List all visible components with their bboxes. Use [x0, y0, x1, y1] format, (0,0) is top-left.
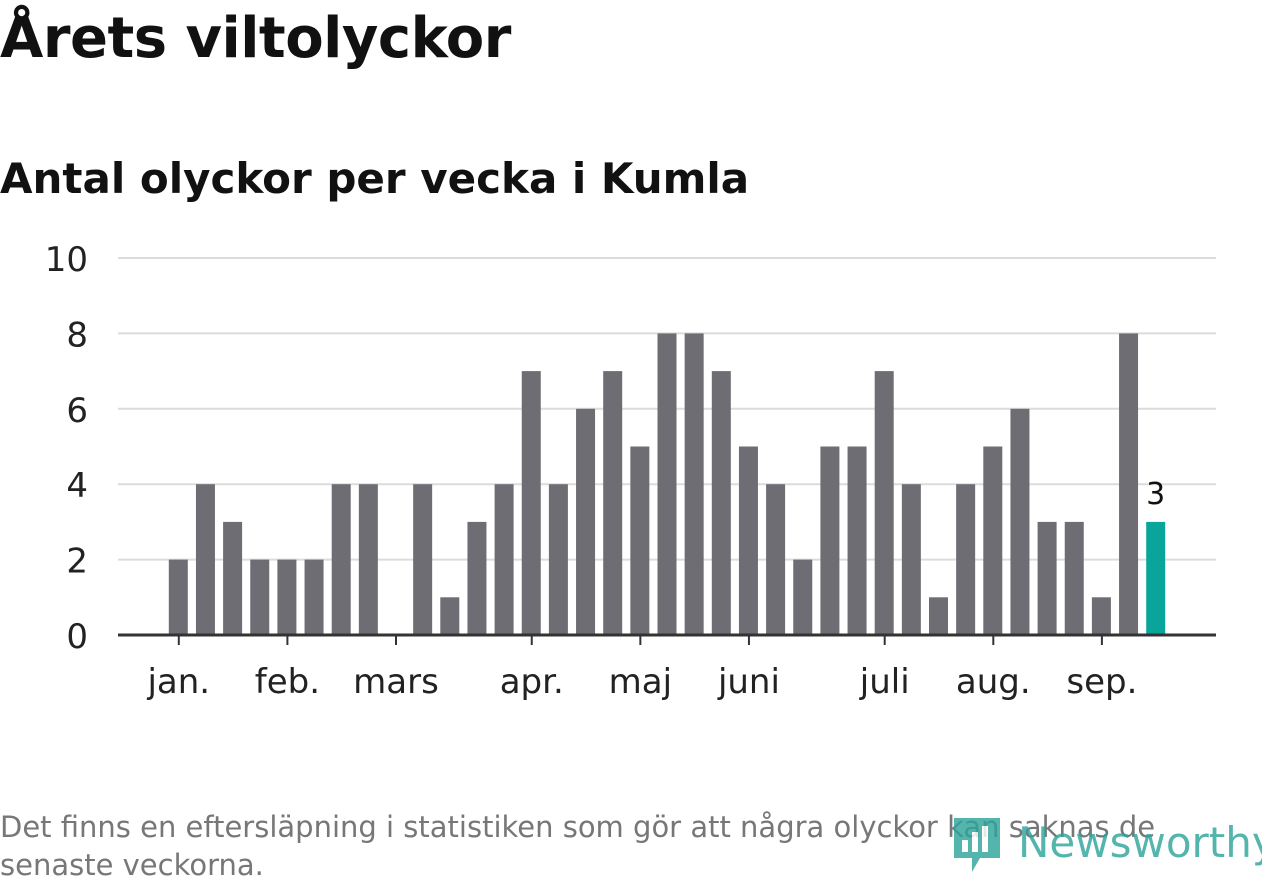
bar	[956, 484, 976, 635]
data-label: 3	[1146, 477, 1165, 512]
bar	[711, 371, 731, 635]
chart-title: Årets viltolyckor	[0, 6, 511, 71]
newsworthy-logo-icon	[954, 818, 1000, 872]
bar	[467, 521, 487, 635]
y-tick-label: 0	[66, 617, 88, 657]
bars	[168, 333, 1166, 635]
bar-chart: 0 2 4 6 8 10 jan. feb. mars apr. maj juni juli aug. s…	[45, 240, 1216, 702]
x-tick-label: juli	[859, 662, 910, 702]
newsworthy-logo-text: Newsworthy	[1018, 818, 1262, 867]
y-tick-label: 2	[66, 542, 88, 582]
bar	[847, 446, 867, 635]
y-tick-label: 4	[66, 466, 88, 506]
x-axis	[118, 633, 1216, 645]
x-axis-tick-labels: jan. feb. mars apr. maj juni juli aug. sep.	[146, 662, 1137, 702]
y-tick-label: 10	[45, 240, 88, 280]
bar	[657, 333, 677, 635]
y-tick-label: 6	[66, 391, 88, 431]
bar	[1037, 521, 1057, 635]
data-labels: 3	[1146, 477, 1165, 512]
bar	[494, 484, 514, 635]
y-axis-tick-labels: 0 2 4 6 8 10	[45, 240, 88, 657]
bar	[983, 446, 1003, 635]
x-tick-label: apr.	[500, 662, 564, 702]
bar	[250, 559, 270, 635]
bar	[1119, 333, 1139, 635]
bar	[168, 559, 188, 635]
bar	[901, 484, 921, 635]
x-tick-label: maj	[609, 662, 672, 702]
bar	[331, 484, 351, 635]
bar	[1091, 597, 1111, 635]
x-tick-label: mars	[353, 662, 439, 702]
bar	[684, 333, 704, 635]
bar	[1010, 408, 1030, 635]
bar	[521, 371, 541, 635]
bar	[738, 446, 758, 635]
bar	[277, 559, 297, 635]
x-tick-label: aug.	[956, 662, 1031, 702]
bar	[548, 484, 568, 635]
bar	[874, 371, 894, 635]
bar	[440, 597, 460, 635]
bar	[304, 559, 324, 635]
bar	[766, 484, 786, 635]
x-tick-label: juni	[717, 662, 780, 702]
x-tick-label: sep.	[1066, 662, 1137, 702]
bar	[929, 597, 948, 635]
bar	[195, 484, 215, 635]
bar	[358, 484, 378, 635]
newsworthy-logo: Newsworthy	[950, 812, 1262, 878]
bar	[603, 371, 623, 635]
bar	[223, 521, 243, 635]
bar	[793, 559, 813, 635]
bar	[576, 408, 596, 635]
bar	[820, 446, 840, 635]
x-tick-label: jan.	[146, 662, 210, 702]
chart-subtitle: Antal olyckor per vecka i Kumla	[0, 154, 750, 203]
bar-highlighted	[1146, 521, 1166, 635]
bar	[1064, 521, 1084, 635]
x-tick-label: feb.	[255, 662, 320, 702]
bar	[630, 446, 650, 635]
y-tick-label: 8	[66, 315, 88, 355]
bar	[413, 484, 433, 635]
